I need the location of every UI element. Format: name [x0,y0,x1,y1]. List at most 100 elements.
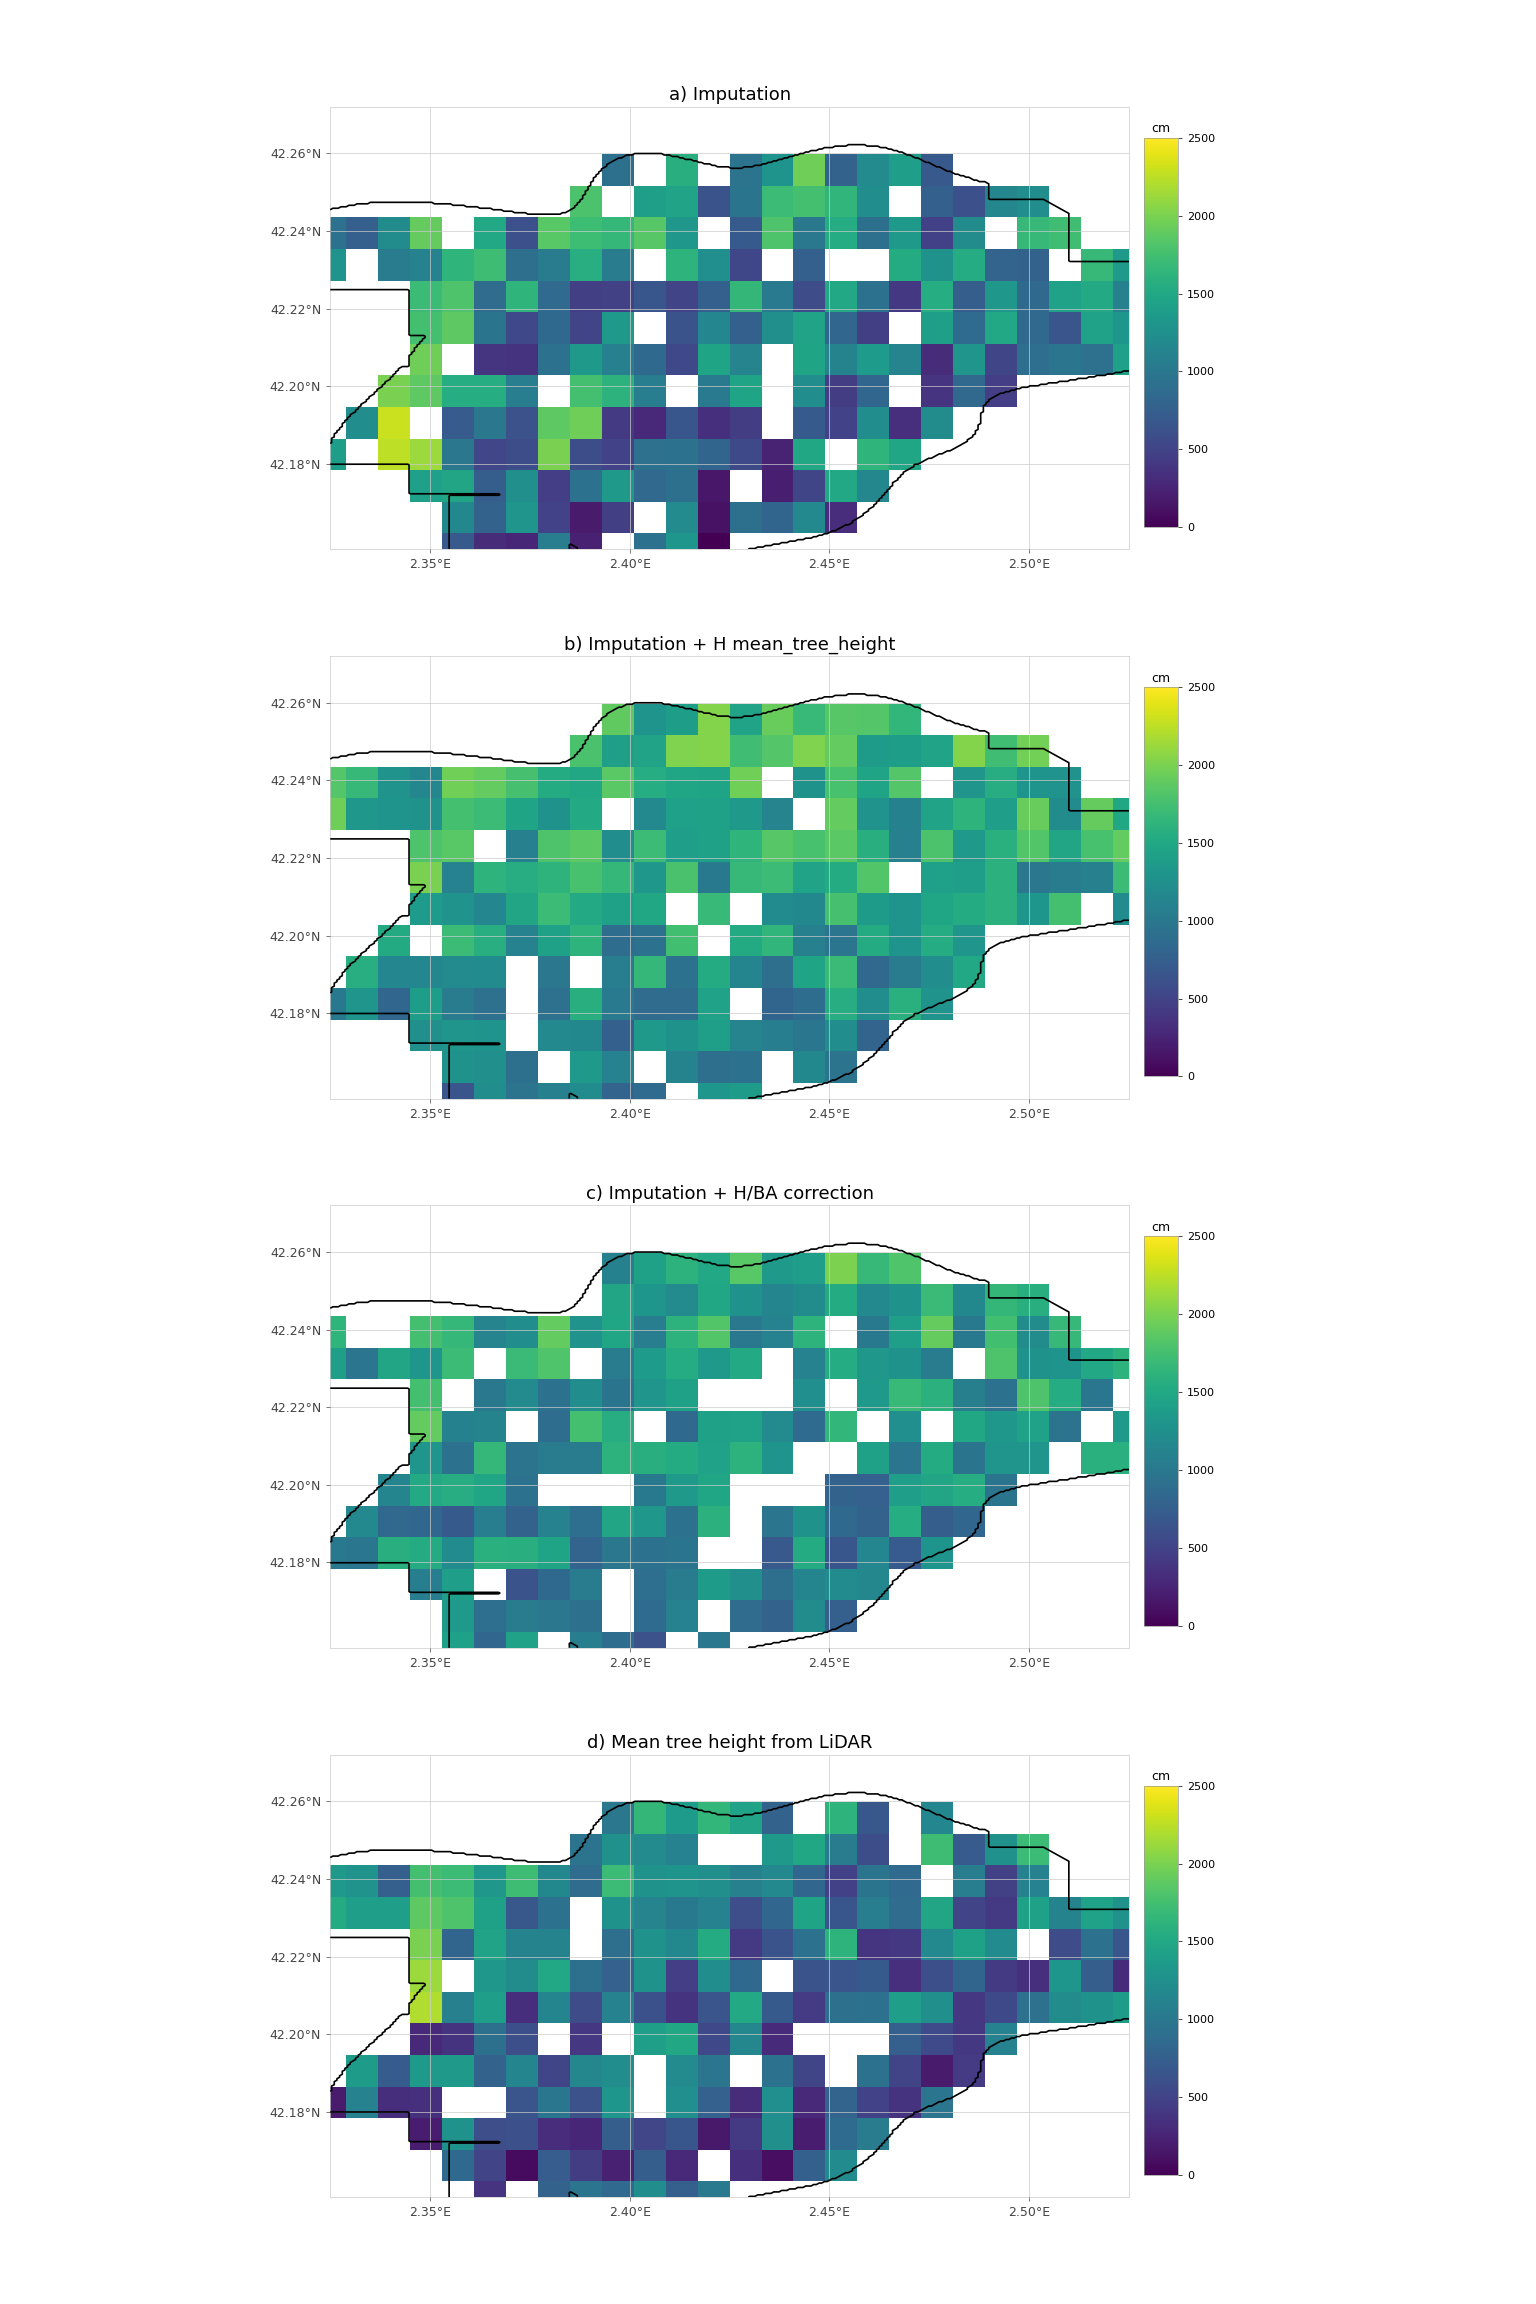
Bar [1114,829,1144,862]
Bar [922,2055,954,2087]
Bar [730,2023,762,2055]
Bar [410,217,442,249]
Bar [475,1896,505,1928]
Bar [794,2055,825,2087]
Bar [697,376,730,408]
Bar [346,799,378,829]
Bar [475,2150,505,2182]
Bar [889,924,922,956]
Bar [1017,862,1049,894]
Bar [346,408,378,438]
Bar [570,376,602,408]
Bar [634,1253,665,1283]
Bar [1049,1316,1081,1348]
Bar [634,470,665,502]
Bar [857,187,889,217]
Bar [475,894,505,924]
Bar [857,799,889,829]
Bar [762,281,794,313]
Bar [762,502,794,535]
Bar [634,1537,665,1569]
Bar [346,988,378,1021]
Bar [634,924,665,956]
Bar [475,343,505,376]
Bar [442,1475,475,1505]
Bar [538,2182,570,2212]
Bar [570,1601,602,1631]
Bar [697,1051,730,1083]
Bar [954,1442,985,1475]
Bar [697,1631,730,1663]
Bar [794,1283,825,1316]
Bar [665,735,697,767]
Bar [730,1961,762,1991]
Bar [762,1410,794,1442]
Bar [1081,1961,1114,1991]
Bar [538,1021,570,1051]
Bar [794,470,825,502]
Bar [442,1348,475,1380]
Bar [602,862,634,894]
Bar [442,799,475,829]
Bar [697,1348,730,1380]
Bar [665,1866,697,1896]
Bar [922,988,954,1021]
Bar [378,438,410,470]
Bar [602,438,634,470]
Bar [825,703,857,735]
Bar [602,1802,634,1834]
Bar [1114,1410,1144,1442]
Bar [985,1928,1017,1961]
Bar [762,829,794,862]
Bar [505,1475,538,1505]
Bar [1049,1991,1081,2023]
Bar [730,2117,762,2150]
Bar [505,1991,538,2023]
Bar [634,1442,665,1475]
Bar [634,376,665,408]
Title: cm: cm [1152,122,1170,136]
Bar [1017,1380,1049,1410]
Bar [378,1505,410,1537]
Bar [954,1961,985,1991]
Bar [475,1505,505,1537]
Bar [985,1316,1017,1348]
Bar [665,2087,697,2117]
Bar [538,535,570,564]
Bar [475,438,505,470]
Bar [825,1348,857,1380]
Bar [378,408,410,438]
Bar [442,376,475,408]
Bar [634,438,665,470]
Bar [410,1442,442,1475]
Bar [634,1505,665,1537]
Bar [442,1601,475,1631]
Bar [538,470,570,502]
Bar [475,535,505,564]
Bar [634,2117,665,2150]
Bar [505,2150,538,2182]
Bar [634,1380,665,1410]
Bar [538,313,570,343]
Bar [825,1475,857,1505]
Bar [889,1505,922,1537]
Bar [378,2055,410,2087]
Bar [825,1961,857,1991]
Bar [665,1802,697,1834]
Bar [954,1834,985,1866]
Bar [794,735,825,767]
Bar [697,1991,730,2023]
Bar [505,2117,538,2150]
Bar [442,502,475,535]
Bar [665,470,697,502]
Bar [825,470,857,502]
Bar [857,154,889,187]
Bar [954,2055,985,2087]
Bar [985,1991,1017,2023]
Bar [634,281,665,313]
Bar [985,2023,1017,2055]
Bar [730,313,762,343]
Bar [570,894,602,924]
Bar [794,1348,825,1380]
Bar [475,1410,505,1442]
